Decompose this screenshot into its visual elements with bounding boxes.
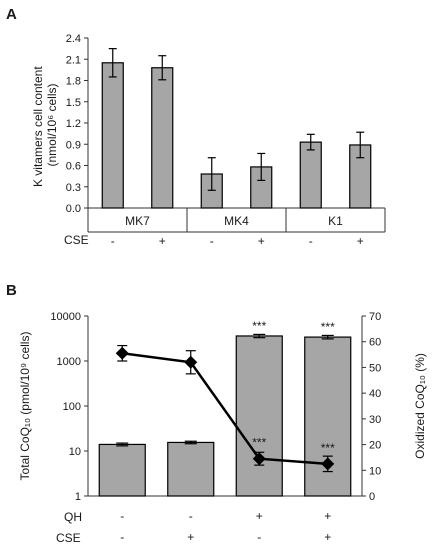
panel-a-cse-sign: +: [357, 234, 364, 248]
panel-a-y-axis-title-line2: (nmol/10⁶ cells): [45, 84, 59, 167]
panel-b-chart: Total CoQ₁₀ (pmol/10⁹ cells) Oxidized Co…: [18, 311, 427, 545]
panel-a-label: A: [6, 6, 17, 23]
panel-b-bar-significance: ***: [252, 319, 266, 333]
panel-b-right-tick-label: 0: [369, 491, 375, 503]
panel-a-bar: [101, 62, 124, 209]
panel-a-y-axis-title-line1: K vitamers cell content: [31, 66, 45, 187]
panel-b-label: B: [6, 282, 17, 299]
panel-b-cse-sign: -: [120, 530, 124, 544]
panel-b-right-tick-label: 60: [369, 337, 381, 349]
panel-a-y-axis-title: K vitamers cell content (nmol/10⁶ cells): [31, 63, 59, 187]
panel-a-y-tick-label: 1.8: [66, 76, 81, 88]
panel-b-diamond-marker: [321, 457, 335, 471]
panel-b-qh-sign: -: [120, 509, 124, 523]
panel-a-y-tick-label: 0.9: [66, 139, 81, 151]
panel-b-left-tick-label: 1000: [57, 356, 81, 368]
panel-a-group-label: K1: [328, 214, 343, 228]
panel-b-cse-sign: +: [187, 530, 194, 544]
panel-b-left-axis-title: Total CoQ₁₀ (pmol/10⁹ cells): [18, 332, 32, 481]
panel-b-diamond-marker: [115, 346, 129, 360]
panel-b-point-significance: ***: [321, 441, 335, 455]
panel-b-right-tick-label: 10: [369, 465, 381, 477]
panel-a-cse-sign: -: [309, 234, 313, 248]
panel-b-left-tick-label: 1: [75, 491, 81, 503]
panel-a-y-tick-label: 1.2: [66, 118, 81, 130]
panel-b-bar: [167, 441, 215, 497]
panel-a-y-tick-label: 0.6: [66, 161, 81, 173]
panel-b-cse-sign: +: [324, 530, 331, 544]
panel-b-left-tick-label: 10000: [50, 311, 81, 323]
panel-b-cse-sign: -: [257, 530, 261, 544]
panel-a-y-tick-label: 2.4: [66, 33, 81, 45]
panel-a-cse-row-label: CSE: [64, 233, 89, 247]
panel-b-qh-sign: +: [324, 509, 331, 523]
panel-b-qh-row-label: QH: [64, 510, 82, 524]
panel-b-right-tick-label: 40: [369, 388, 381, 400]
panel-a-group-label: MK7: [125, 214, 150, 228]
panel-a-y-tick-label: 0.3: [66, 182, 81, 194]
panel-b-cse-row-label: CSE: [56, 531, 81, 545]
panel-b-right-tick-label: 70: [369, 311, 381, 323]
panel-b-bar: [235, 335, 283, 497]
panel-a-y-tick-label: 1.5: [66, 97, 81, 109]
panel-b-right-tick-label: 20: [369, 440, 381, 452]
panel-b-left-tick-label: 10: [69, 446, 81, 458]
panel-b-right-tick-label: 30: [369, 414, 381, 426]
panel-b-qh-sign: +: [256, 509, 263, 523]
panel-a-cse-sign: +: [258, 234, 265, 248]
panel-a-bar: [151, 67, 174, 209]
panel-a-y-tick-label: 2.1: [66, 54, 81, 66]
panel-a-cse-sign: +: [159, 234, 166, 248]
panel-b-diamond-marker: [184, 355, 198, 369]
panel-b-bar: [98, 443, 146, 497]
panel-a-chart: K vitamers cell content (nmol/10⁶ cells)…: [31, 33, 386, 248]
panel-b-right-axis-title: Oxidized CoQ₁₀ (%): [413, 353, 427, 459]
panel-b-bar-significance: ***: [321, 320, 335, 334]
panel-a-bar: [299, 141, 322, 209]
panel-a-cse-sign: -: [210, 234, 214, 248]
panel-a-group-label: MK4: [224, 214, 249, 228]
panel-b-right-tick-label: 50: [369, 362, 381, 374]
panel-a-y-tick-label: 0.0: [66, 203, 81, 215]
panel-a-cse-sign: -: [111, 234, 115, 248]
panel-b-left-tick-label: 100: [63, 401, 81, 413]
panel-b-diamond-marker: [252, 452, 266, 466]
panel-b-qh-sign: -: [189, 509, 193, 523]
panel-b-oxidized-line: [122, 352, 328, 466]
panel-b-point-significance: ***: [252, 436, 266, 450]
